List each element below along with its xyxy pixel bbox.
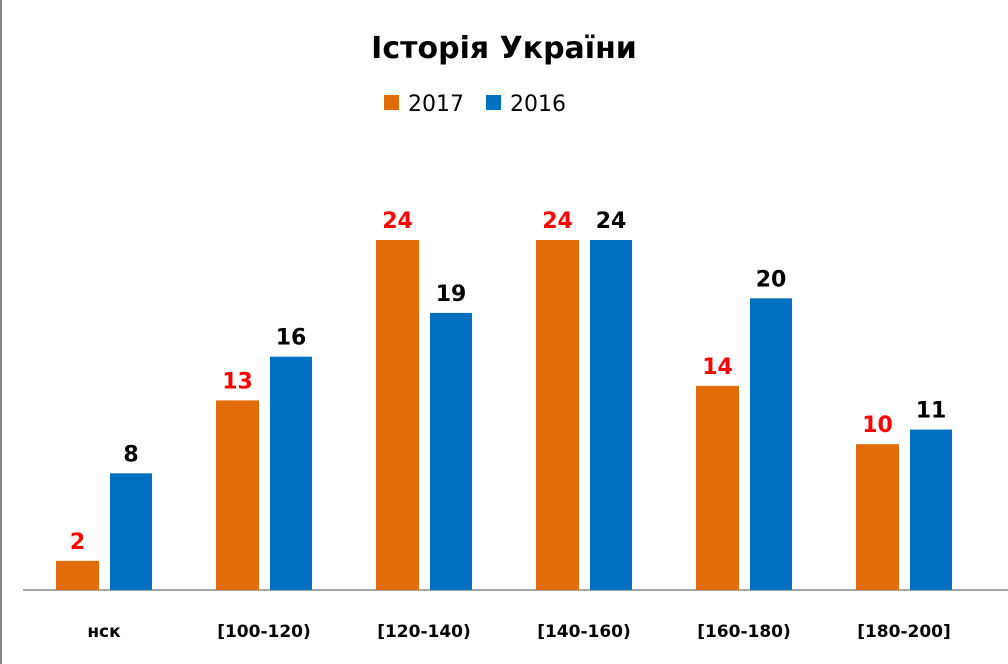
data-label-2017-4: 14: [702, 355, 733, 380]
bar-2016-5: [910, 429, 952, 590]
bar-2016-3: [590, 240, 632, 590]
bar-2016-1: [270, 356, 312, 590]
legend-label-2017: 2017: [408, 92, 464, 117]
bar-2017-2: [376, 240, 419, 590]
bar-2017-0: [56, 560, 99, 590]
bar-2016-2: [430, 312, 472, 590]
data-label-2017-0: 2: [70, 530, 85, 555]
legend-swatch-2017: [384, 95, 399, 110]
x-tick-label: нск: [87, 622, 121, 642]
legend: 2017 2016: [384, 92, 566, 117]
x-tick-label: [160-180): [697, 622, 791, 642]
x-tick-label: [100-120): [217, 622, 311, 642]
legend-swatch-2016: [486, 95, 501, 110]
bar-2016-4: [750, 298, 792, 590]
bar-2016-0: [110, 473, 152, 590]
legend-label-2016: 2016: [510, 92, 566, 117]
chart-title: Історія України: [371, 31, 637, 66]
data-label-2017-3: 24: [542, 209, 573, 234]
x-tick-label: [180-200]: [857, 622, 951, 642]
data-label-2017-2: 24: [382, 209, 413, 234]
data-label-2017-5: 10: [862, 413, 893, 438]
bar-2017-3: [536, 240, 579, 590]
data-label-2017-1: 13: [222, 369, 253, 394]
x-tick-label: [140-160): [537, 622, 631, 642]
bar-2017-4: [696, 385, 739, 590]
x-tick-label: [120-140): [377, 622, 471, 642]
data-label-2016-2: 19: [436, 282, 467, 307]
data-label-2016-5: 11: [916, 399, 947, 424]
data-label-2016-3: 24: [596, 209, 627, 234]
data-label-2016-1: 16: [276, 326, 307, 351]
data-label-2016-4: 20: [756, 267, 787, 292]
data-label-2016-0: 8: [123, 442, 138, 467]
bar-2017-1: [216, 400, 259, 590]
bar-2017-5: [856, 444, 899, 590]
